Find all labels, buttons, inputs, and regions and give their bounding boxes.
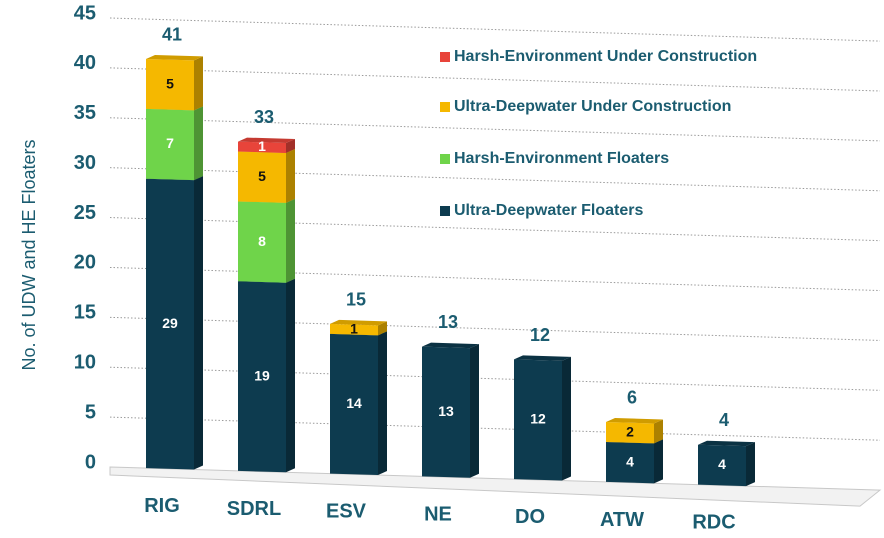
segment-label: 7	[166, 135, 174, 151]
bar-top	[606, 418, 663, 424]
segment-label: 4	[626, 453, 634, 469]
legend-swatch	[440, 52, 450, 62]
bar-segment	[146, 178, 194, 470]
bar-side	[286, 148, 295, 203]
y-tick-label: 25	[74, 202, 96, 224]
x-tick-label: ESV	[326, 501, 367, 523]
segment-label: 13	[438, 403, 454, 419]
grid-line	[109, 167, 881, 192]
total-label: 6	[627, 387, 637, 407]
grid-line	[109, 217, 881, 242]
y-tick-label: 20	[74, 252, 96, 274]
bar-segment	[514, 359, 562, 481]
segment-label: 1	[258, 138, 266, 154]
legend-swatch	[440, 154, 450, 164]
grid-line	[109, 316, 881, 341]
bar-segment	[238, 201, 286, 283]
bar-segment	[238, 151, 286, 203]
bar-top	[422, 342, 479, 349]
y-tick-label: 10	[74, 352, 96, 374]
bar-segment	[238, 281, 286, 473]
bar-segment	[330, 333, 378, 476]
x-tick-label: DO	[515, 506, 545, 528]
bar-side	[194, 106, 203, 181]
grid-line	[109, 416, 881, 441]
bar-segment	[606, 441, 654, 484]
x-tick-label: ATW	[600, 509, 644, 531]
segment-label: 2	[626, 423, 634, 439]
bar-side	[194, 176, 203, 470]
grid-line	[109, 366, 881, 391]
bar-side	[286, 198, 295, 283]
grid-line	[109, 17, 881, 42]
total-label: 13	[438, 312, 458, 332]
total-label: 12	[530, 325, 550, 345]
bar-side	[746, 442, 755, 487]
bar-top	[330, 319, 387, 326]
legend-swatch	[440, 206, 450, 216]
x-tick-label: NE	[424, 503, 452, 525]
total-label: 41	[162, 24, 182, 44]
bar-side	[562, 356, 571, 481]
total-label: 33	[254, 107, 274, 127]
bar-side	[654, 419, 663, 444]
y-tick-label: 35	[74, 102, 96, 124]
y-axis-title: No. of UDW and HE Floaters	[19, 139, 39, 370]
bar-segment	[146, 58, 194, 111]
y-tick-label: 30	[74, 152, 96, 174]
total-label: 4	[719, 410, 729, 430]
bar-side	[378, 331, 387, 476]
bar-side	[194, 56, 203, 111]
bar-side	[654, 439, 663, 484]
grid-line	[109, 67, 881, 92]
bar-top	[146, 54, 203, 61]
legend-swatch	[440, 102, 450, 112]
x-tick-label: RDC	[692, 512, 735, 534]
grid-line	[109, 117, 881, 142]
bar-segment	[146, 108, 194, 181]
segment-label: 1	[350, 320, 358, 336]
bar-top	[698, 440, 755, 447]
bar-segment	[606, 422, 654, 444]
legend-label: Harsh-Environment Under Construction	[454, 48, 757, 65]
segment-label: 8	[258, 233, 266, 249]
y-tick-label: 0	[85, 451, 96, 473]
bar-side	[470, 344, 479, 478]
bar-segment	[330, 323, 378, 336]
y-tick-label: 40	[74, 52, 96, 74]
segment-label: 19	[254, 367, 270, 383]
floor	[109, 466, 882, 507]
segment-label: 14	[346, 395, 362, 411]
bar-side	[286, 139, 295, 153]
y-tick-label: 15	[74, 302, 96, 324]
bar-segment	[238, 141, 286, 153]
x-tick-label: SDRL	[227, 498, 281, 520]
y-tick-label: 45	[74, 2, 96, 24]
bar-segment	[422, 346, 470, 478]
bar-top	[238, 137, 295, 144]
x-tick-label: RIG	[144, 495, 180, 517]
legend-label: Ultra-Deepwater Under Construction	[454, 98, 731, 115]
segment-label: 29	[162, 315, 178, 331]
legend-label: Ultra-Deepwater Floaters	[454, 202, 643, 219]
total-label: 15	[346, 289, 366, 309]
segment-label: 5	[258, 168, 266, 184]
segment-label: 5	[166, 75, 174, 91]
bar-top	[514, 355, 571, 361]
grid-line	[109, 266, 881, 292]
segment-label: 4	[718, 456, 726, 472]
bar-side	[378, 321, 387, 336]
bar-side	[286, 278, 295, 473]
bar-segment	[698, 444, 746, 487]
segment-label: 12	[530, 411, 546, 427]
y-tick-label: 5	[85, 401, 96, 423]
legend-label: Harsh-Environment Floaters	[454, 150, 669, 167]
